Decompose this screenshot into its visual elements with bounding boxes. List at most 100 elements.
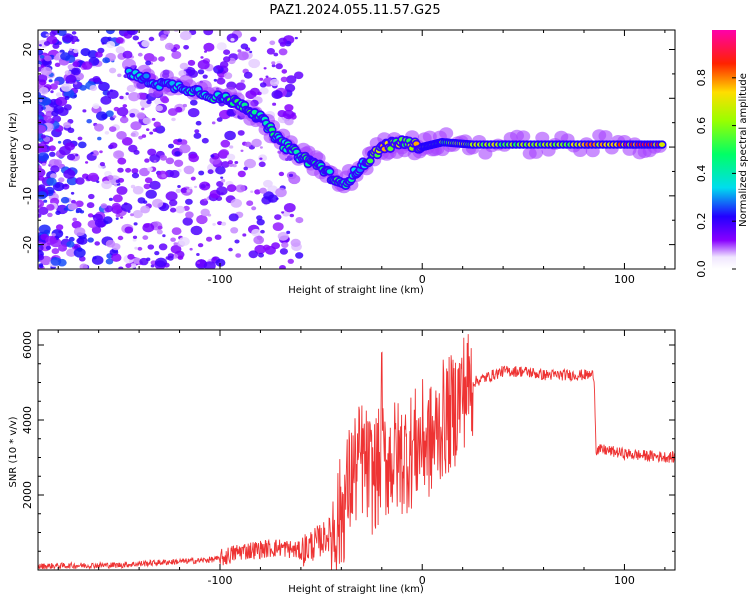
noise-blob [106, 89, 119, 100]
noise-blob [51, 248, 60, 255]
noise-blob [113, 106, 120, 112]
noise-blob [102, 57, 110, 64]
noise-blob [57, 140, 62, 144]
noise-blob [286, 75, 297, 84]
noise-blob [38, 164, 42, 171]
noise-blob [259, 82, 267, 88]
noise-blob [38, 224, 51, 235]
noise-blob [109, 142, 118, 149]
noise-blob [213, 78, 218, 82]
noise-blob [220, 176, 224, 179]
noise-blob [178, 236, 190, 246]
noise-blob [130, 213, 134, 217]
noise-blob [39, 55, 45, 59]
noise-blob [57, 30, 67, 36]
noise-blob [294, 36, 298, 40]
noise-blob [253, 235, 265, 245]
noise-blob [240, 43, 249, 50]
noise-blob [117, 157, 127, 165]
noise-blob [115, 179, 121, 184]
noise-blob [122, 50, 133, 59]
ridge-core [326, 169, 333, 175]
noise-blob [175, 188, 182, 193]
noise-blob [248, 250, 259, 259]
noise-blob [117, 73, 122, 78]
noise-blob [174, 159, 184, 167]
noise-blob [197, 69, 205, 75]
noise-blob [49, 83, 58, 90]
noise-blob [55, 96, 68, 107]
noise-blob [136, 112, 146, 120]
noise-blob [109, 126, 117, 132]
noise-blob [159, 154, 167, 161]
noise-blob [112, 194, 123, 203]
halo-blob [529, 146, 543, 159]
noise-blob [219, 61, 229, 68]
noise-blob [153, 121, 161, 128]
colorbar-gradient [712, 30, 736, 269]
noise-blob [167, 108, 178, 116]
noise-blob [98, 81, 110, 92]
noise-blob [45, 33, 50, 37]
noise-blob [95, 51, 103, 58]
chart-title: PAZ1.2024.055.11.57.G25 [269, 3, 440, 18]
noise-blob [163, 30, 170, 35]
noise-blob [177, 185, 181, 188]
noise-blob [79, 263, 88, 269]
noise-blob [38, 119, 42, 125]
noise-blob [63, 207, 68, 211]
noise-blob [229, 145, 234, 149]
noise-blob [64, 95, 70, 100]
noise-blob [177, 255, 184, 260]
noise-blob [44, 55, 52, 62]
noise-blob [38, 152, 49, 162]
colorbar-tick-label: 0.6 [695, 117, 708, 135]
noise-blob [38, 124, 46, 134]
noise-blob [106, 41, 116, 49]
noise-blob [194, 185, 198, 189]
noise-blob [69, 48, 73, 51]
noise-blob [183, 165, 195, 175]
noise-blob [142, 117, 152, 125]
noise-blob [180, 187, 188, 193]
noise-blob [91, 255, 104, 265]
noise-blob [51, 233, 56, 237]
noise-blob [237, 170, 246, 178]
ridge-core [387, 146, 394, 152]
noise-blob [179, 144, 191, 154]
noise-blob [118, 266, 124, 269]
noise-blob [91, 150, 99, 157]
noise-blob [240, 149, 244, 152]
noise-blob [196, 261, 201, 265]
noise-blob [43, 199, 48, 203]
noise-blob [38, 263, 44, 267]
noise-blob [235, 253, 242, 258]
x-tick-label: 0 [419, 574, 426, 587]
noise-blob [144, 158, 150, 163]
noise-blob [126, 30, 139, 36]
snr-plot-area [38, 330, 675, 570]
noise-blob [70, 191, 75, 195]
spectrogram-frame [37, 29, 676, 270]
noise-blob [149, 56, 158, 62]
noise-blob [137, 197, 146, 204]
noise-blob [143, 183, 151, 190]
noise-blob [88, 193, 95, 200]
noise-blob [73, 227, 86, 237]
noise-blob [201, 137, 209, 144]
noise-blob [73, 48, 79, 54]
noise-blob [50, 90, 54, 94]
noise-blob [223, 56, 231, 63]
noise-blob [58, 230, 62, 234]
noise-blob [211, 121, 216, 125]
noise-blob [106, 30, 115, 35]
noise-blob [82, 109, 87, 113]
y-tick-label: 20 [21, 43, 34, 57]
noise-blob [278, 48, 288, 56]
y-tick-label: 0 [21, 144, 34, 151]
noise-blob [146, 99, 152, 105]
noise-blob [230, 38, 235, 42]
noise-blob [115, 217, 119, 220]
noise-blob [234, 161, 239, 164]
